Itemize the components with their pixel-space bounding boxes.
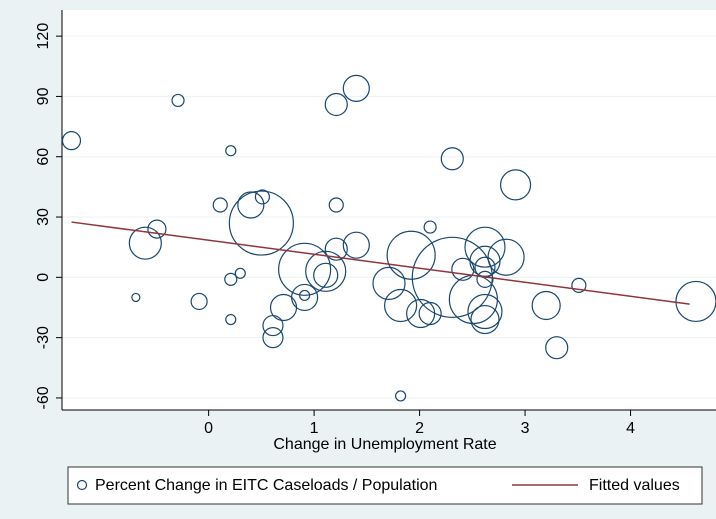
bubble [224,272,238,286]
bubble [324,92,348,117]
y-tick-label: 0 [35,273,52,282]
bubble [395,390,407,402]
bubble [225,145,237,157]
bubble [342,231,370,259]
bubble [571,277,587,293]
bubble [61,131,82,151]
bubble [487,238,525,276]
bubble [237,191,265,219]
bubble [190,292,208,311]
bubble [384,288,418,323]
fitted-line [71,221,690,305]
bubble [228,190,294,256]
y-tick-label: -60 [35,386,52,409]
bubble [372,266,406,300]
bubble [545,336,569,360]
bubble [131,292,141,303]
bubble [291,283,319,312]
bubble [467,293,503,330]
bubble [499,169,532,201]
bubble [313,262,339,288]
plot-area [62,10,716,410]
bubble [440,147,464,171]
bubble [128,226,162,260]
x-tick-label: 0 [204,420,213,437]
bubble [470,304,500,335]
bubble [423,220,437,234]
bubble [418,301,442,326]
x-tick-label: 2 [415,420,424,437]
bubble [386,230,436,280]
bubble [278,242,332,296]
bubble [342,74,370,102]
bubble [476,270,494,288]
y-tick-label: -30 [35,326,52,349]
bubble [464,226,506,268]
bubble [234,267,246,279]
legend-label: Percent Change in EITC Caseloads / Popul… [95,477,437,494]
y-tick-label: 30 [35,208,52,226]
bubble [225,313,237,326]
y-tick-label: 90 [35,87,52,105]
bubble [451,257,475,281]
bubble [328,197,344,213]
bubble [299,289,311,302]
legend [67,466,703,505]
y-tick-label: 120 [35,23,52,50]
y-tick-label: 60 [35,148,52,166]
x-tick-label: 3 [521,420,530,437]
legend-symbol [76,479,88,491]
bubble [147,219,167,239]
bubble [262,327,284,349]
x-tick-label: 1 [310,420,319,437]
bubble [212,197,228,213]
x-tick-label: 4 [626,420,635,437]
legend-label: Fitted values [589,477,680,494]
bubble [531,290,561,321]
bubble [171,93,185,108]
x-axis-title: Change in Unemployment Rate [273,436,496,453]
bubble [324,237,348,261]
bubble [254,189,271,205]
